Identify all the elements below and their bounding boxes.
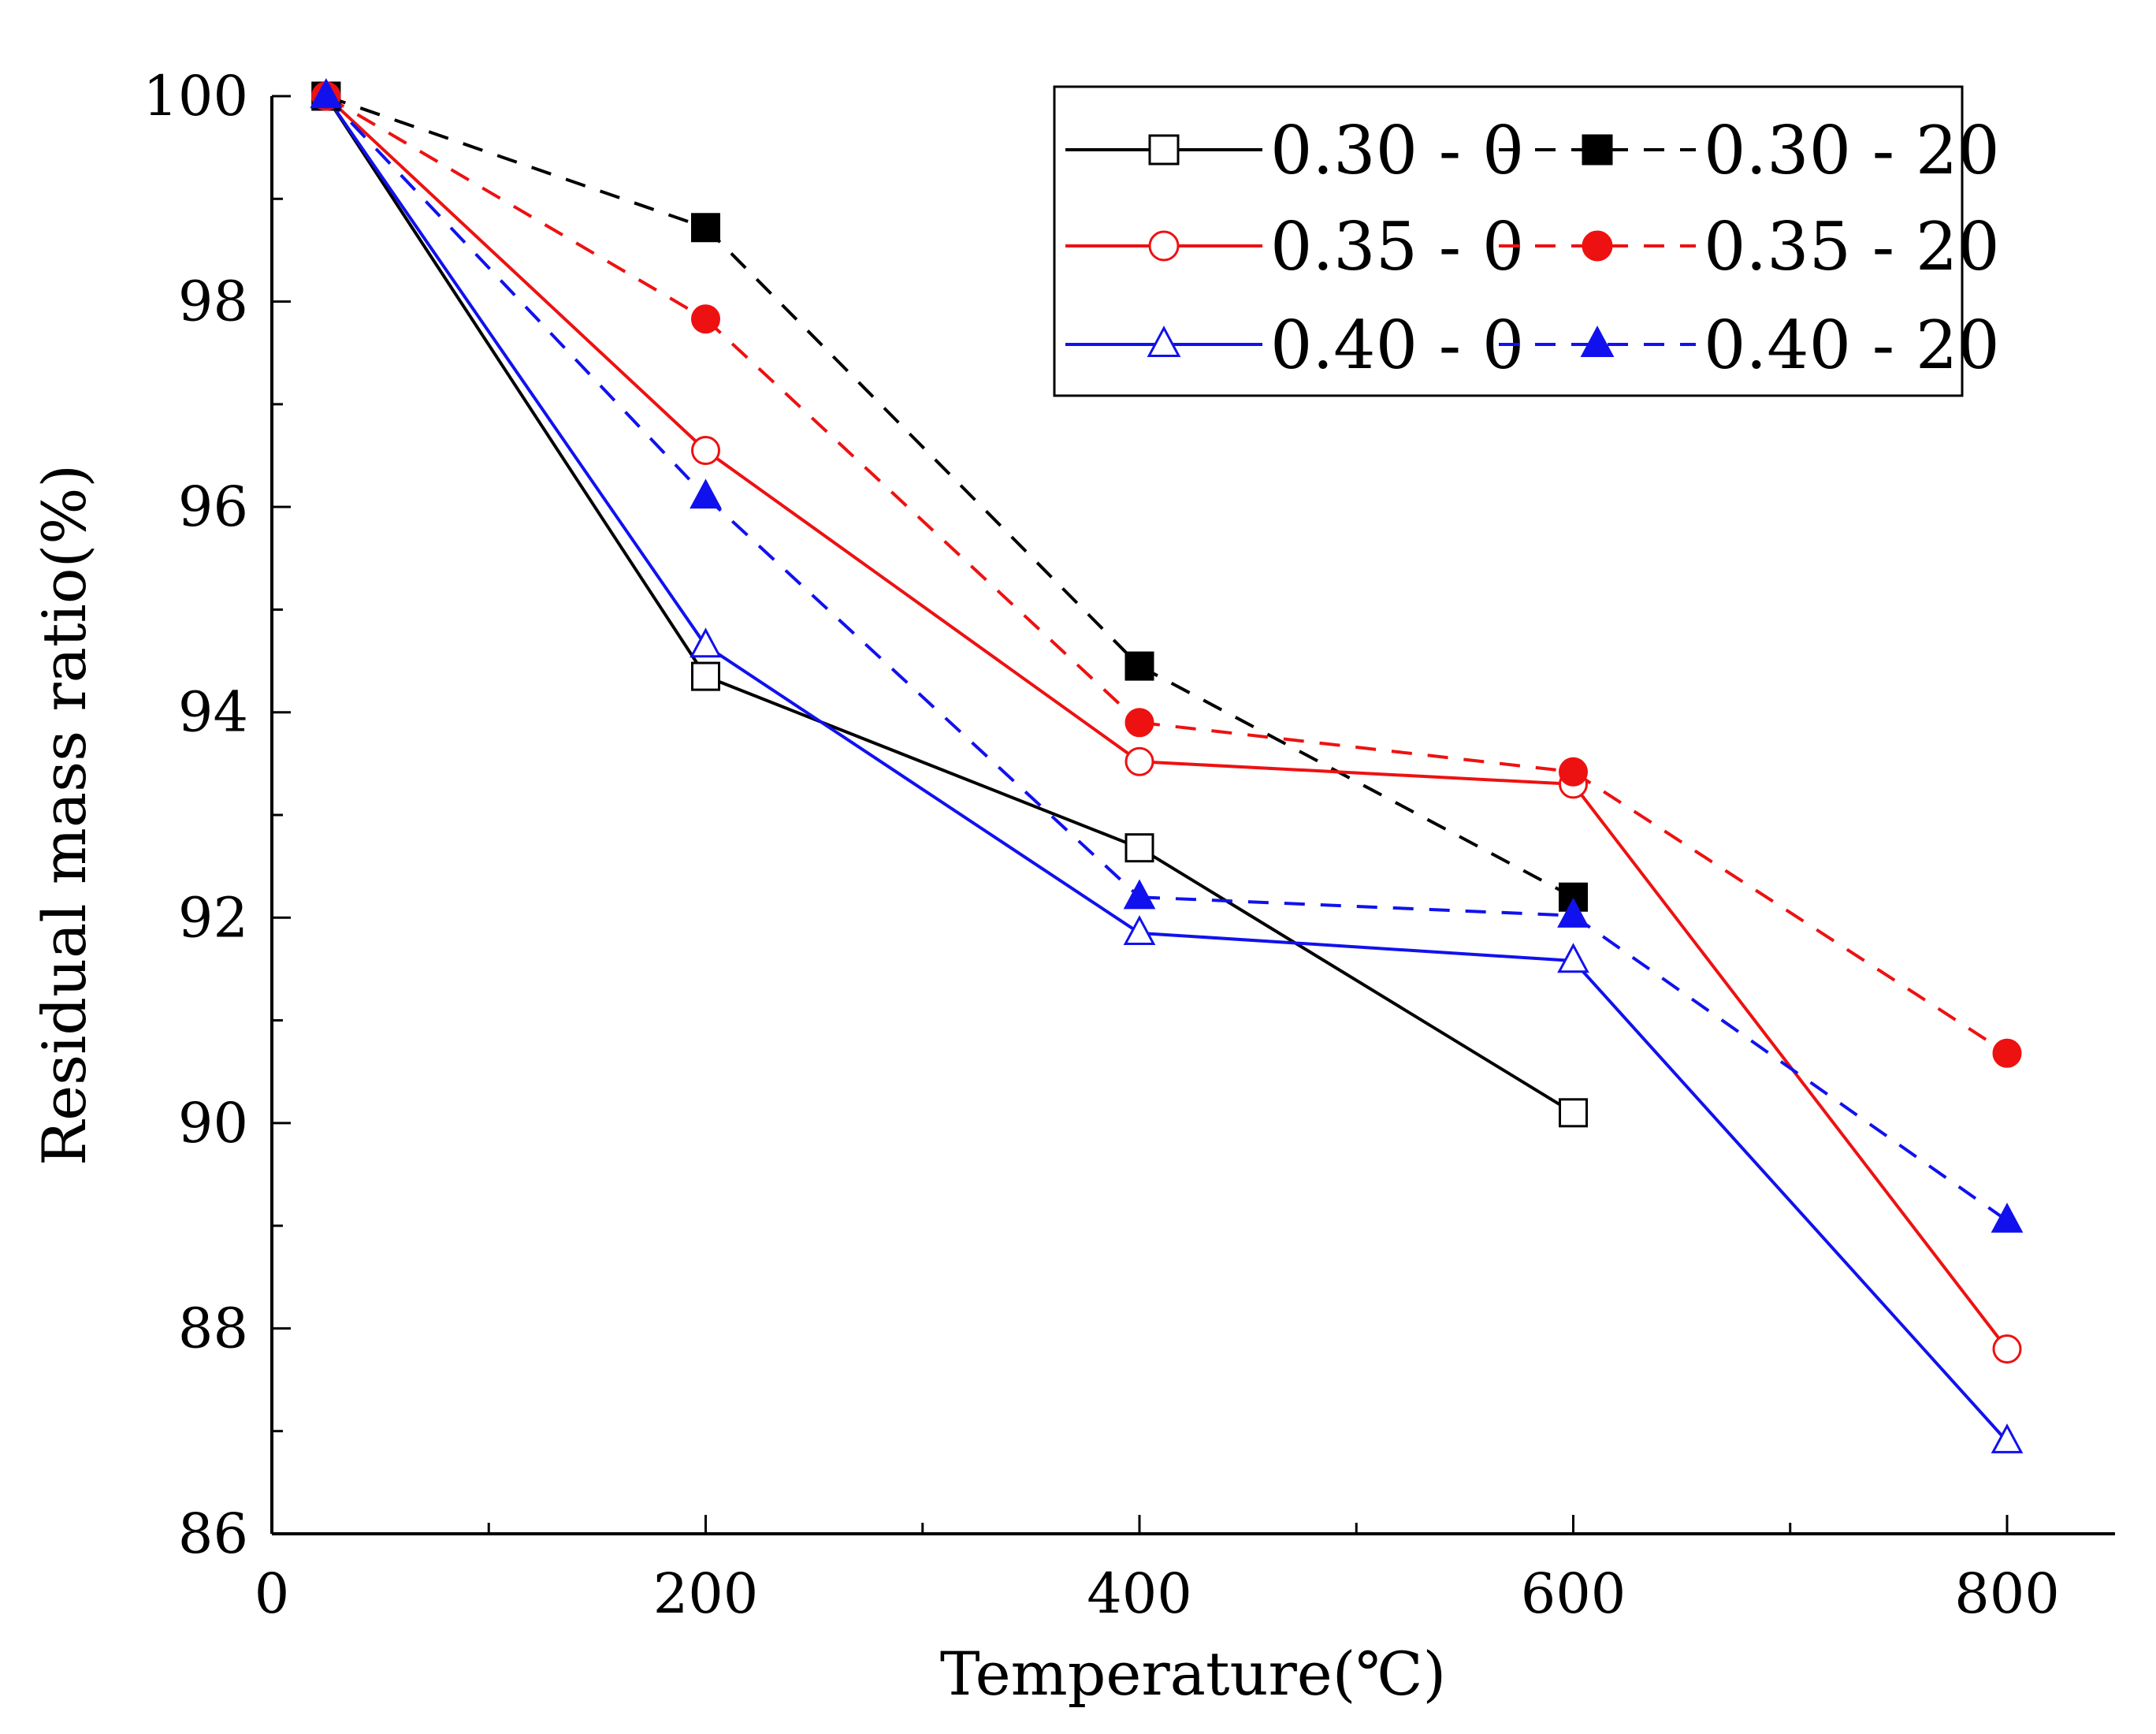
legend-label-0-40-20: 0.40 - 20 (1704, 307, 2000, 384)
series-0-35-20-segment (704, 318, 1141, 724)
series-0-40-20-segment (1139, 895, 1574, 917)
series-0-35-0-segment (1139, 760, 1574, 786)
legend-marker-0-30-20 (1582, 134, 1613, 166)
x-axis-title: Temperature(℃) (940, 1639, 1446, 1709)
legend-label-0-35-20: 0.35 - 20 (1704, 208, 2000, 285)
series-0-35-20-segment (325, 95, 707, 321)
y-tick-label: 86 (178, 1501, 248, 1566)
y-tick-label: 96 (178, 474, 248, 539)
series-0-30-20-segment (1139, 664, 1574, 899)
legend-marker-0-40-0 (1147, 326, 1181, 357)
series-0-40-20-segment (1572, 914, 2009, 1222)
legend: 0.30 - 0 0.30 - 20 0.35 - 0 0.35 - 20 0.40 -… (1053, 85, 2000, 397)
y-tick-label: 88 (178, 1296, 248, 1360)
series-0-30-0-segment (325, 95, 708, 678)
x-tick-label: 200 (653, 1561, 759, 1626)
series-0-40-0-point (1991, 1423, 2024, 1453)
series-0-35-20-segment (1572, 770, 2009, 1055)
series-0-35-20-segment (1139, 720, 1574, 774)
series-0-35-0-segment (325, 95, 707, 452)
x-tick-label: 800 (1954, 1561, 2060, 1626)
series-0-30-0-segment (1138, 846, 1574, 1114)
x-tick-label: 400 (1087, 1561, 1192, 1626)
y-tick-label: 98 (178, 270, 248, 334)
x-tick-label: 0 (255, 1561, 290, 1626)
series-0-35-0-segment (704, 448, 1141, 763)
legend-marker-0-30-0 (1148, 134, 1180, 166)
y-axis-title: Residual mass ratio(%) (29, 464, 99, 1166)
series-0-30-0-point (691, 661, 720, 691)
y-tick-label: 90 (178, 1091, 248, 1155)
series-0-30-0-segment (704, 675, 1140, 850)
series-0-30-20-point (691, 213, 720, 243)
series-0-40-20-segment (704, 495, 1141, 899)
series-0-30-0-point (1559, 1098, 1588, 1128)
series-0-40-20-point (1991, 1202, 2024, 1233)
tick-labels: 0 200 400 600 800 86 88 90 92 94 96 98 100 (143, 64, 2059, 1626)
series-0-35-0-point (1992, 1334, 2022, 1364)
y-tick-label: 92 (178, 885, 248, 950)
legend-label-0-40-0: 0.40 - 0 (1270, 307, 1524, 384)
series-0-40-0-segment (1572, 959, 2009, 1443)
series-0-35-0-point (1124, 746, 1154, 776)
legend-marker-0-35-20 (1582, 230, 1613, 262)
series-0-40-0-point (1123, 915, 1156, 946)
series-0-40-20-point (310, 78, 343, 109)
series-0-40-0-segment (1139, 931, 1574, 963)
series-0-30-0-point (1124, 833, 1154, 863)
series-0-40-0-segment (704, 644, 1141, 935)
series-0-35-20-point (1992, 1038, 2022, 1068)
legend-label-0-30-0: 0.30 - 0 (1270, 112, 1524, 189)
legend-marker-0-40-20 (1580, 326, 1615, 357)
series-0-30-20-segment (325, 95, 707, 229)
legend-marker-0-35-0 (1148, 230, 1180, 262)
legend-label-0-30-20: 0.30 - 20 (1704, 112, 2000, 189)
y-tick-label: 100 (143, 64, 248, 128)
series-0-30-20-point (1124, 651, 1154, 681)
y-tick-label: 94 (178, 680, 248, 745)
series-0-35-20-point (691, 304, 720, 334)
series-markers (310, 78, 2024, 1453)
series-0-35-20-point (1124, 708, 1154, 738)
series-0-35-0-point (691, 435, 720, 465)
series-0-40-20-point (690, 478, 722, 509)
series-0-40-20-point (1123, 879, 1156, 910)
axis-ticks (270, 95, 2009, 1535)
series-0-40-20-segment (325, 95, 707, 498)
series-0-40-0-point (690, 627, 722, 658)
series-lines (325, 95, 2009, 1443)
series-0-30-20-segment (704, 226, 1141, 668)
legend-label-0-35-0: 0.35 - 0 (1270, 208, 1524, 285)
series-0-40-20-point (1557, 897, 1589, 928)
series-0-40-0-point (1557, 943, 1589, 973)
x-tick-label: 600 (1521, 1561, 1626, 1626)
series-0-35-20-point (1559, 757, 1588, 787)
series-0-40-0-segment (325, 95, 708, 647)
